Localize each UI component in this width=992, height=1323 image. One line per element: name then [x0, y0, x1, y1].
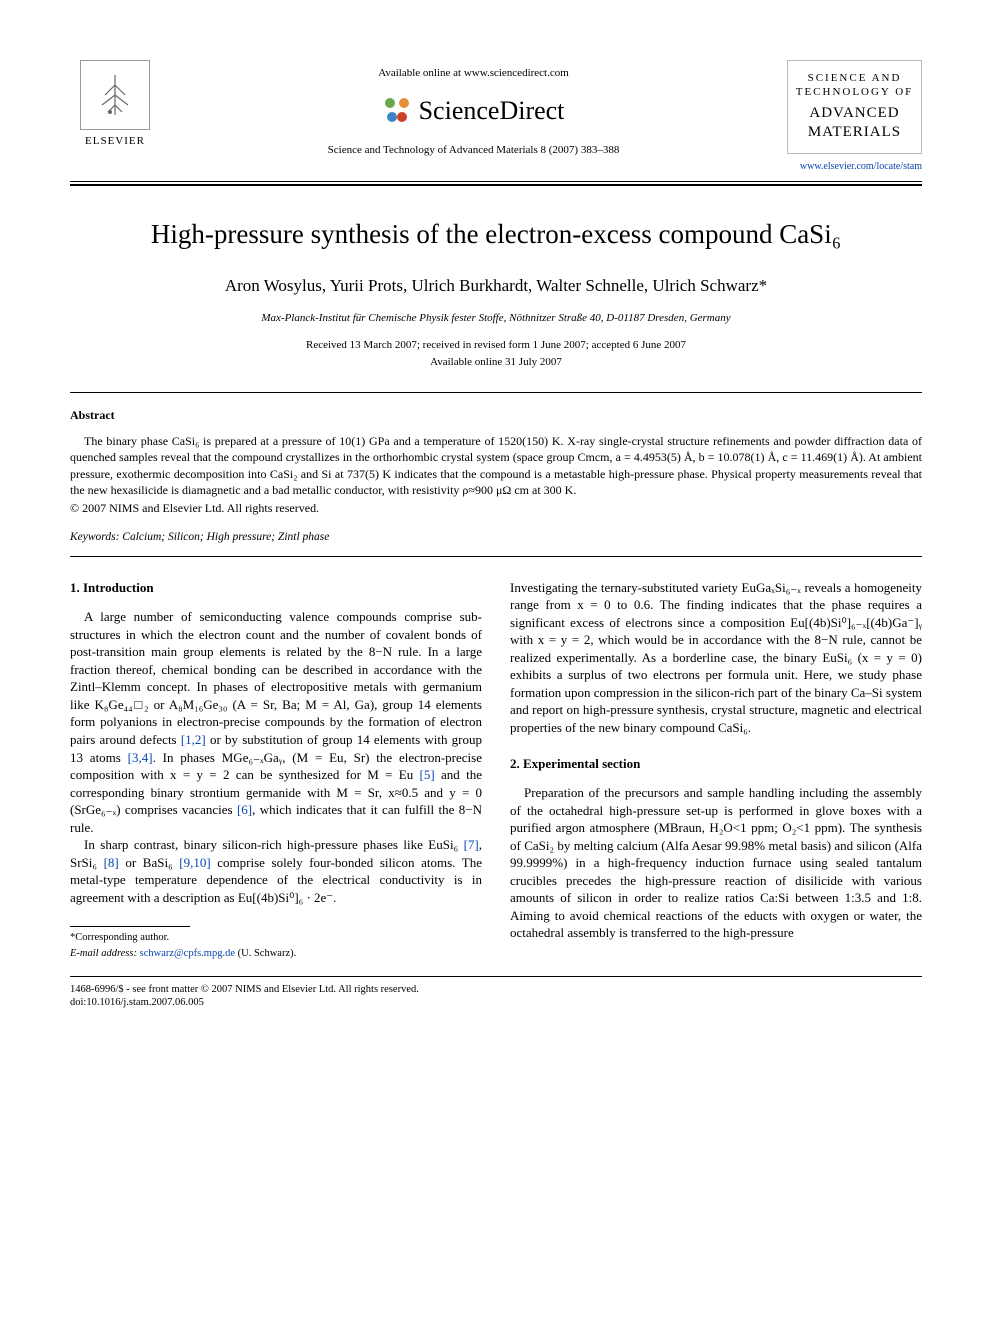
stam-line4: MATERIALS: [794, 123, 915, 143]
stam-line3: ADVANCED: [794, 104, 915, 124]
sciencedirect-text: ScienceDirect: [419, 93, 565, 128]
keywords-values: Calcium; Silicon; High pressure; Zintl p…: [122, 531, 329, 543]
header-rule-thick: [70, 184, 922, 186]
section-1-heading: 1. Introduction: [70, 579, 482, 597]
ref-link-9-10[interactable]: [9,10]: [179, 855, 210, 870]
elsevier-tree-icon: [80, 60, 150, 130]
affiliation: Max-Planck-Institut für Chemische Physik…: [70, 311, 922, 326]
ref-link-3-4[interactable]: [3,4]: [128, 750, 153, 765]
ref-link-8[interactable]: [8]: [104, 855, 119, 870]
email-author-name: (U. Schwarz).: [238, 948, 297, 959]
stam-logo-box: SCIENCE AND TECHNOLOGY OF ADVANCED MATER…: [787, 60, 922, 154]
keywords-line: Keywords: Calcium; Silicon; High pressur…: [70, 530, 922, 546]
online-date: Available online 31 July 2007: [70, 355, 922, 370]
col2-para-1: Investigating the ternary-substituted va…: [510, 579, 922, 737]
received-dates: Received 13 March 2007; received in revi…: [70, 338, 922, 353]
intro-para-2: In sharp contrast, binary silicon-rich h…: [70, 836, 482, 906]
journal-url-link[interactable]: www.elsevier.com/locate/stam: [787, 160, 922, 174]
ref-link-1-2[interactable]: [1,2]: [181, 732, 206, 747]
doi: doi:10.1016/j.stam.2007.06.005: [70, 996, 922, 1010]
keywords-label: Keywords:: [70, 531, 119, 543]
email-link[interactable]: schwarz@cpfs.mpg.de: [140, 948, 235, 959]
stam-line2: TECHNOLOGY OF: [794, 85, 915, 99]
sciencedirect-icon: [383, 96, 411, 124]
journal-header: ELSEVIER Available online at www.science…: [70, 60, 922, 173]
elsevier-logo: ELSEVIER: [70, 60, 160, 149]
corresponding-author-note: *Corresponding author.: [70, 931, 482, 945]
issn-copyright: 1468-6996/$ - see front matter © 2007 NI…: [70, 983, 922, 997]
ref-link-7[interactable]: [7]: [464, 837, 479, 852]
left-column: 1. Introduction A large number of semico…: [70, 579, 482, 962]
section-2-heading: 2. Experimental section: [510, 755, 922, 773]
abstract-rule-top: [70, 392, 922, 393]
intro-para-1: A large number of semiconducting valence…: [70, 608, 482, 836]
article-title: High-pressure synthesis of the electron-…: [70, 216, 922, 252]
footnote-separator: [70, 926, 190, 927]
journal-reference: Science and Technology of Advanced Mater…: [160, 143, 787, 158]
abstract-heading: Abstract: [70, 407, 922, 423]
email-footnote: E-mail address: schwarz@cpfs.mpg.de (U. …: [70, 947, 482, 961]
ref-link-6[interactable]: [6]: [237, 802, 252, 817]
email-label: E-mail address:: [70, 948, 137, 959]
header-rule-thin: [70, 181, 922, 182]
available-online-text: Available online at www.sciencedirect.co…: [160, 66, 787, 81]
abstract-copyright: © 2007 NIMS and Elsevier Ltd. All rights…: [70, 500, 922, 516]
abstract-text: The binary phase CaSi₆ is prepared at a …: [70, 433, 922, 498]
author-list: Aron Wosylus, Yurii Prots, Ulrich Burkha…: [70, 275, 922, 298]
center-header: Available online at www.sciencedirect.co…: [160, 60, 787, 158]
elsevier-text: ELSEVIER: [85, 134, 145, 149]
ref-link-5[interactable]: [5]: [420, 767, 435, 782]
sciencedirect-logo: ScienceDirect: [383, 93, 565, 128]
stam-line1: SCIENCE AND: [794, 71, 915, 85]
bottom-rule: [70, 976, 922, 977]
body-columns: 1. Introduction A large number of semico…: [70, 579, 922, 962]
experimental-para-1: Preparation of the precursors and sample…: [510, 784, 922, 942]
journal-logo-block: SCIENCE AND TECHNOLOGY OF ADVANCED MATER…: [787, 60, 922, 173]
right-column: Investigating the ternary-substituted va…: [510, 579, 922, 962]
abstract-rule-bottom: [70, 556, 922, 557]
